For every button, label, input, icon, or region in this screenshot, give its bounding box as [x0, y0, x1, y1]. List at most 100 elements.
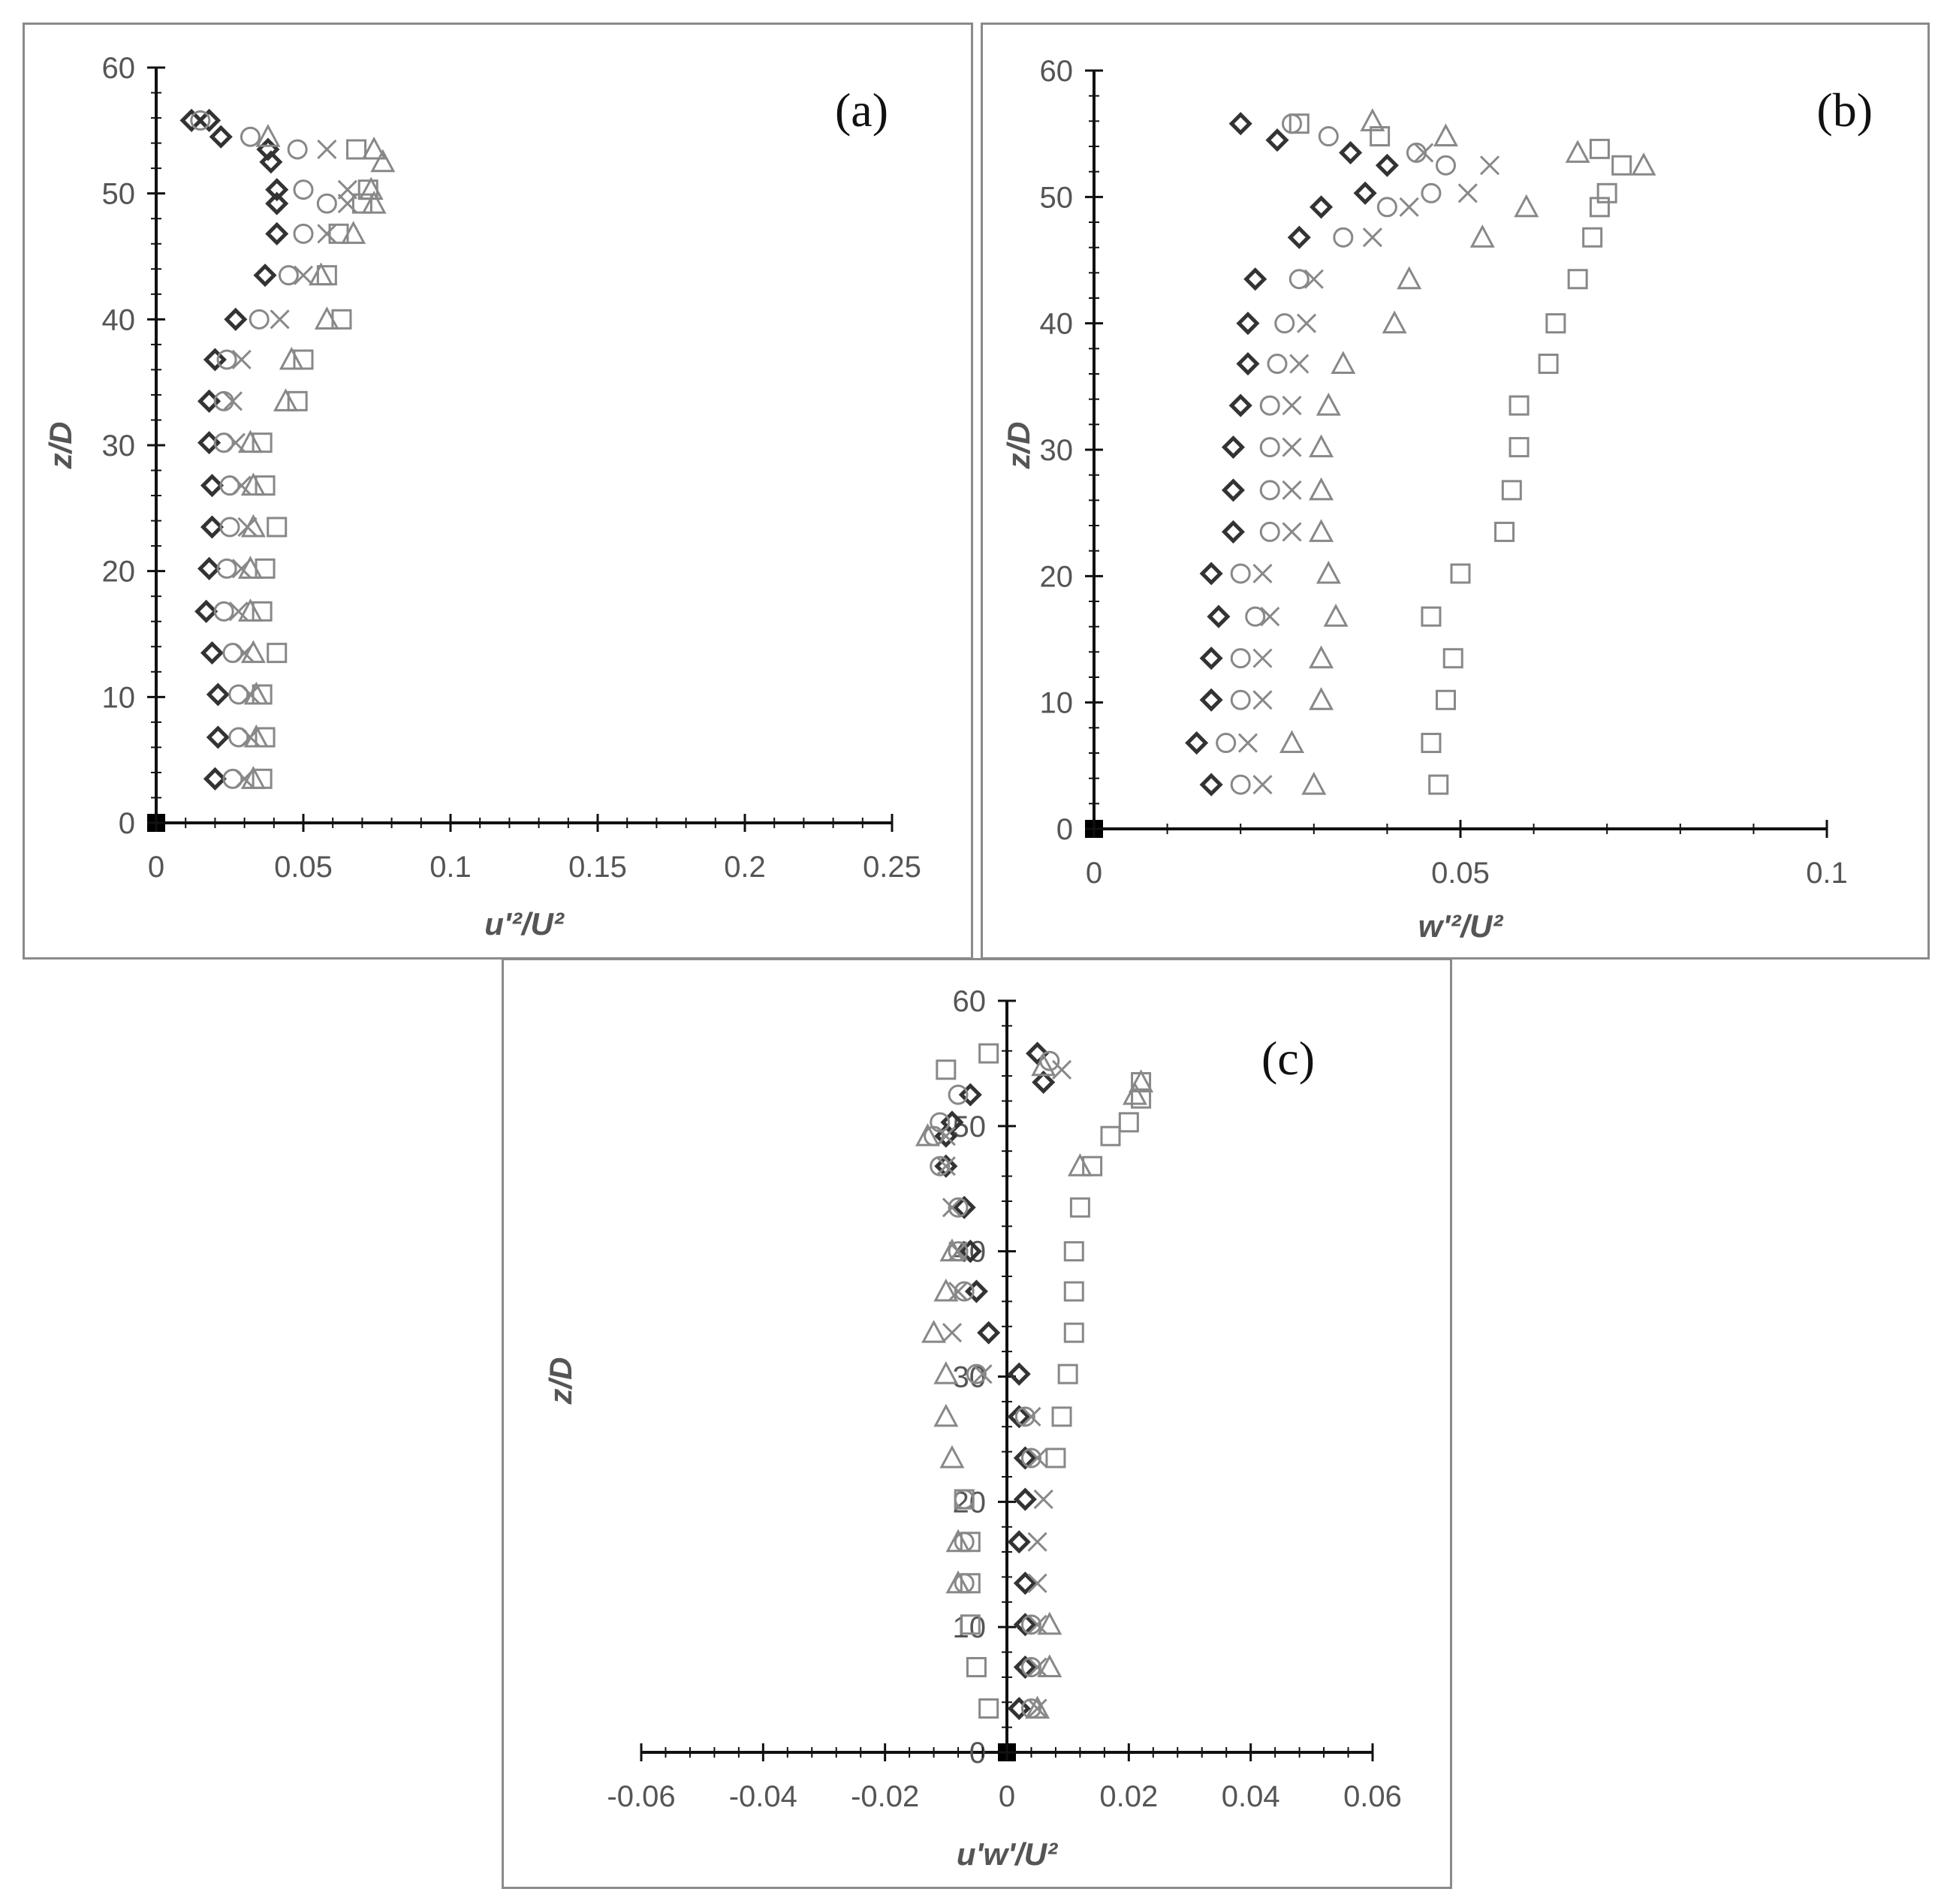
data-point-diamond	[200, 474, 225, 498]
data-point-square	[255, 727, 276, 748]
data-point-square	[287, 390, 308, 411]
data-point-cross	[1399, 197, 1419, 217]
data-point-square	[351, 193, 372, 214]
y-axis-title: z/D	[1001, 422, 1036, 470]
data-point-diamond	[206, 682, 230, 706]
data-point-cross	[1027, 1448, 1047, 1469]
data-point-cross	[1252, 563, 1273, 584]
data-point-triangle	[1382, 310, 1407, 334]
data-point-diamond	[1375, 153, 1399, 177]
data-point-diamond	[206, 725, 230, 749]
data-point-diamond	[1265, 128, 1289, 152]
y-tick-label: 30	[102, 429, 136, 462]
y-tick-label: 60	[1040, 55, 1074, 88]
data-point-square	[252, 684, 273, 705]
series-circle	[1216, 113, 1456, 795]
data-point-circle	[1333, 227, 1354, 248]
data-point-cross	[1027, 1698, 1047, 1719]
data-point-diamond	[1007, 1362, 1031, 1386]
data-point-square	[960, 1532, 981, 1553]
data-point-circle	[222, 643, 243, 664]
data-point-cross	[1252, 648, 1273, 668]
data-point-square	[1069, 1197, 1090, 1218]
data-point-circle	[216, 558, 237, 579]
data-point-cross	[231, 475, 252, 496]
data-point-triangle	[1323, 604, 1349, 627]
x-tick-label: -0.04	[729, 1780, 797, 1813]
data-point-triangle	[933, 1278, 959, 1302]
data-point-circle	[1014, 1406, 1035, 1427]
data-point-circle	[240, 126, 261, 147]
panel-label: (b)	[1816, 83, 1873, 137]
y-tick-label: 60	[953, 985, 987, 1018]
x-tick-label: 0	[1086, 857, 1102, 890]
data-point-square	[1131, 1071, 1152, 1092]
data-point-triangle	[1397, 266, 1422, 290]
data-point-triangle	[273, 388, 298, 411]
data-point-circle	[948, 1084, 969, 1105]
data-point-cross	[936, 1126, 956, 1146]
y-tick-label: 20	[1040, 560, 1074, 593]
data-point-triangle	[933, 1360, 959, 1384]
data-point-triangle	[240, 640, 266, 664]
data-point-triangle	[1316, 392, 1341, 416]
data-point-triangle	[361, 190, 387, 214]
data-point-circle	[293, 179, 314, 200]
data-point-cross	[1282, 437, 1302, 457]
x-tick-label: 0.05	[274, 851, 333, 884]
series-diamond	[179, 108, 289, 791]
data-point-circle	[228, 684, 249, 705]
data-point-triangle	[237, 429, 263, 453]
x-tick-label: 0.1	[1806, 857, 1848, 890]
data-point-diamond	[1007, 1530, 1031, 1554]
data-point-square	[1508, 395, 1530, 416]
data-point-diamond	[1026, 1041, 1050, 1065]
data-point-square	[316, 265, 337, 286]
x-tick-label: 0.04	[1222, 1780, 1280, 1813]
data-point-cross	[1282, 522, 1302, 542]
data-point-circle	[930, 1155, 951, 1176]
x-tick-label: 0.06	[1343, 1780, 1402, 1813]
y-axis-title: z/D	[43, 422, 78, 470]
data-point-diamond	[1032, 1070, 1056, 1094]
data-point-square	[978, 1043, 999, 1064]
data-point-circle	[249, 309, 270, 330]
data-point-triangle	[1469, 224, 1495, 248]
series-square	[1288, 113, 1632, 795]
data-point-square	[1450, 563, 1471, 584]
series-cross	[222, 139, 357, 789]
data-point-circle	[278, 265, 299, 286]
series-cross	[936, 1059, 1072, 1719]
data-point-cross	[1027, 1614, 1047, 1634]
data-point-square	[1596, 182, 1617, 203]
data-point-cross	[942, 1198, 963, 1218]
series-cross	[1237, 143, 1500, 795]
data-point-triangle	[1631, 152, 1656, 176]
data-point-circle	[1020, 1614, 1041, 1635]
data-point-diamond	[197, 556, 222, 580]
data-point-triangle	[1031, 1053, 1056, 1077]
data-point-triangle	[1025, 1695, 1050, 1719]
data-point-square	[936, 1059, 957, 1080]
y-tick-label: 20	[102, 556, 136, 589]
data-point-triangle	[314, 306, 339, 330]
data-point-diamond	[209, 125, 233, 149]
x-tick-label: 0	[148, 851, 164, 884]
y-tick-label: 0	[969, 1737, 986, 1770]
data-point-square	[1435, 689, 1456, 710]
data-point-square	[267, 517, 288, 538]
data-point-circle	[1274, 313, 1295, 334]
data-point-cross	[1237, 733, 1258, 753]
data-point-triangle	[1316, 560, 1341, 584]
data-point-triangle	[1279, 730, 1305, 754]
data-point-cross	[1252, 690, 1273, 710]
data-point-square	[1057, 1363, 1078, 1384]
data-point-circle	[1230, 648, 1251, 669]
data-point-cross	[1033, 1489, 1053, 1510]
data-point-circle	[1259, 521, 1280, 542]
y-tick-label: 0	[1056, 813, 1073, 846]
data-point-triangle	[933, 1403, 959, 1427]
data-point-diamond	[964, 1279, 988, 1303]
data-point-cross	[1289, 354, 1310, 374]
data-point-square	[1063, 1281, 1084, 1302]
